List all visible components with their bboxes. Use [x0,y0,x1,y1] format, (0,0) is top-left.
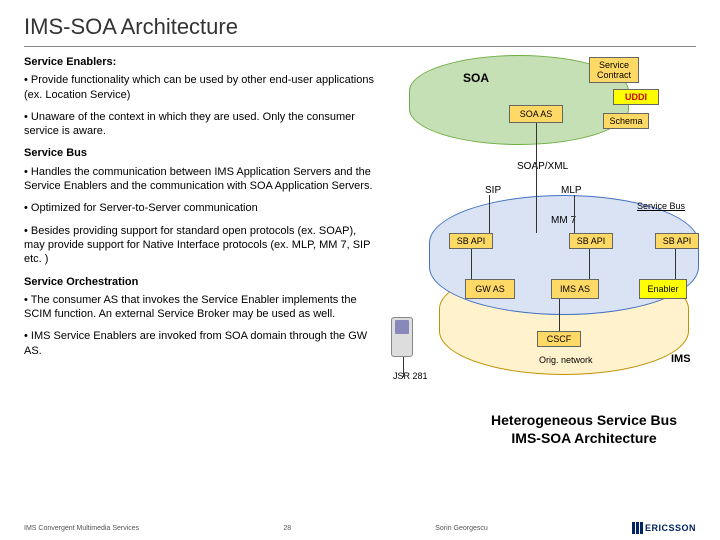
soa-as-box: SOA AS [509,105,563,123]
ims-label: IMS [671,353,691,365]
connector [559,299,560,331]
text-column: Service Enablers: • Provide functionalit… [24,55,379,475]
gwas-box: GW AS [465,279,515,299]
soa-label: SOA [463,71,489,85]
soapxml-label: SOAP/XML [517,161,568,172]
heading-bus: Service Bus [24,146,379,160]
diagram-title: Heterogeneous Service Bus IMS-SOA Archit… [469,411,699,447]
bullet: • Optimized for Server-to-Server communi… [24,201,379,215]
connector [403,357,404,377]
footer-page: 28 [283,525,291,532]
bullet: • The consumer AS that invokes the Servi… [24,293,379,322]
mm7-label: MM 7 [551,215,576,226]
schema-box: Schema [603,113,649,129]
big-line1: Heterogeneous Service Bus [491,412,677,428]
sip-label: SIP [485,185,501,196]
bullet: • Besides providing support for standard… [24,224,379,267]
sbapi-box: SB API [655,233,699,249]
logo-bars-icon [632,522,643,534]
diagram: SOA Service Contract UDDI SOA AS Schema … [379,55,696,475]
divider [24,46,696,47]
mlp-label: MLP [561,185,582,196]
bullet: • Provide functionality which can be use… [24,73,379,102]
bullet: • IMS Service Enablers are invoked from … [24,329,379,358]
enabler-box: Enabler [639,279,687,299]
connector [589,249,590,279]
connector [489,195,490,233]
bullet: • Unaware of the context in which they a… [24,110,379,139]
bullet: • Handles the communication between IMS … [24,165,379,194]
jsr-label: JSR 281 [393,371,428,381]
ericsson-logo: ERICSSON [632,522,696,534]
connector [536,123,537,233]
footer-left: IMS Convergent Multimedia Services [24,525,139,532]
orignet-label: Orig. network [539,355,593,365]
imsas-box: IMS AS [551,279,599,299]
connector [574,195,575,233]
cscf-box: CSCF [537,331,581,347]
connector [471,249,472,279]
sbapi-box: SB API [569,233,613,249]
sbapi-box: SB API [449,233,493,249]
big-line2: IMS-SOA Architecture [511,430,656,446]
connector [675,249,676,279]
logo-text: ERICSSON [645,523,696,533]
uddi-box: UDDI [613,89,659,105]
phone-icon [391,317,413,357]
footer: IMS Convergent Multimedia Services 28 So… [0,522,720,534]
heading-enablers: Service Enablers: [24,55,379,69]
service-contract-box: Service Contract [589,57,639,83]
slide-title: IMS-SOA Architecture [24,14,696,40]
service-bus-label: Service Bus [637,201,685,211]
footer-author: Sorin Georgescu [435,525,488,532]
heading-orchestration: Service Orchestration [24,275,379,289]
